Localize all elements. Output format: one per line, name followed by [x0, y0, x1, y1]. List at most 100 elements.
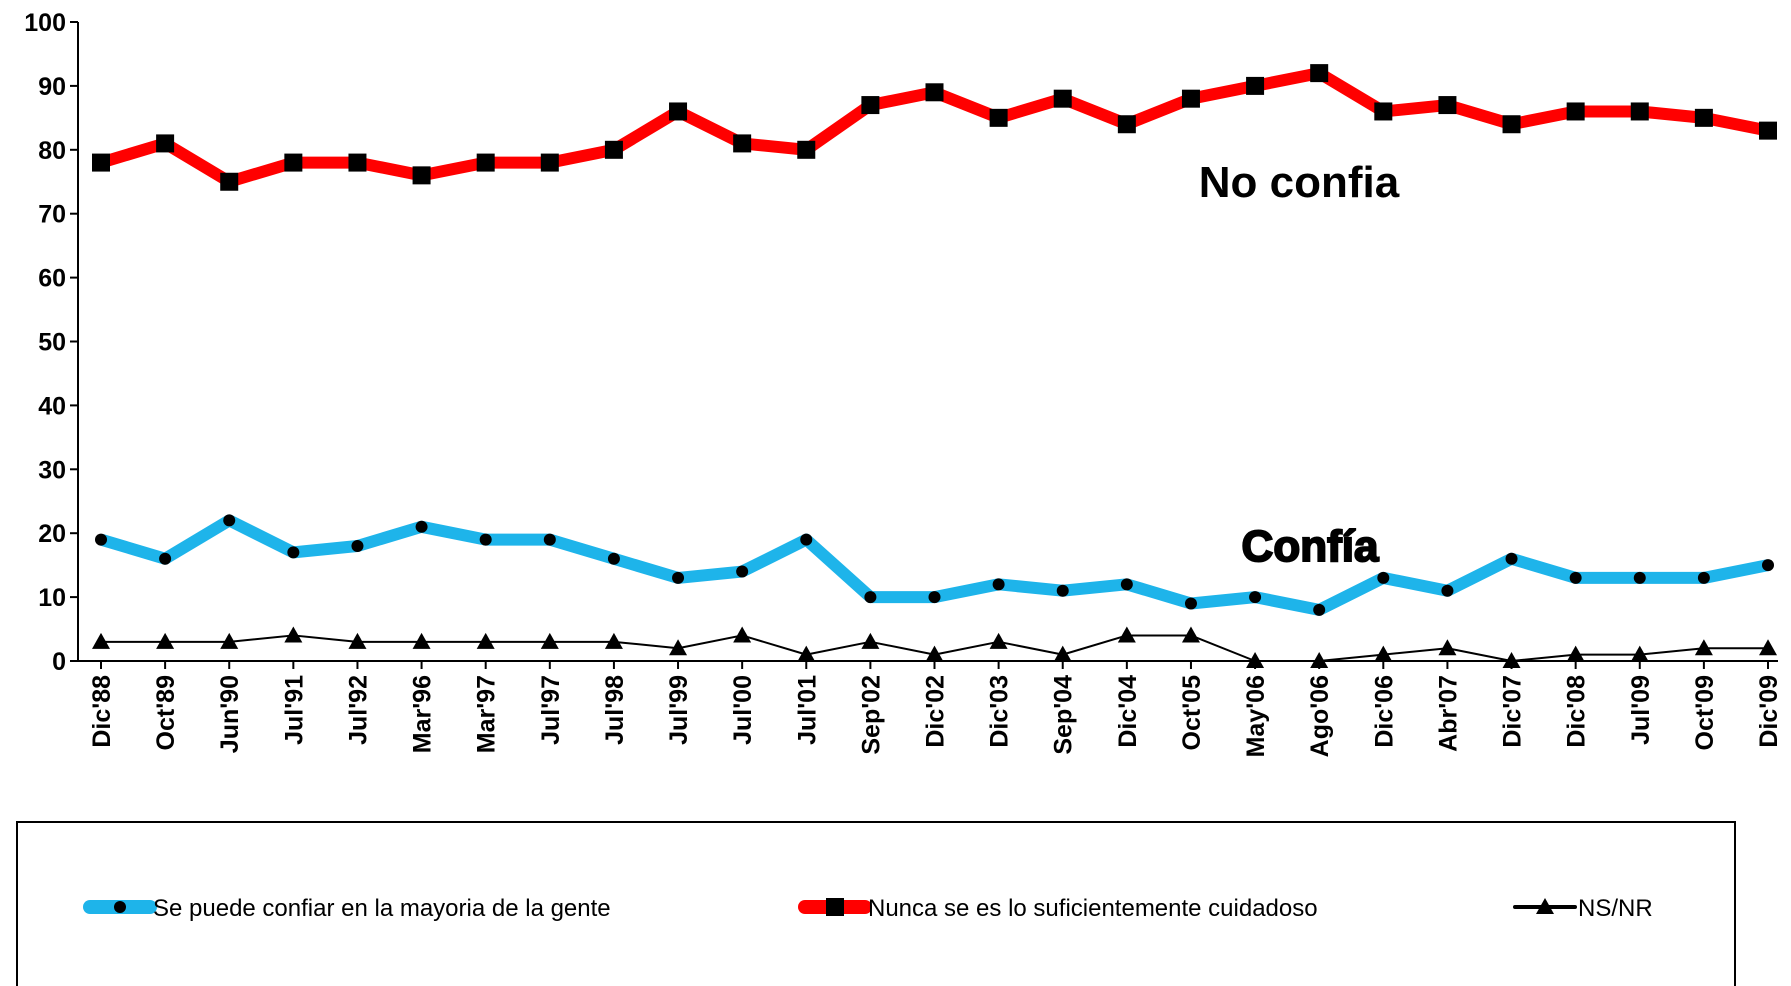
- x-tick-label: Jul'97: [537, 675, 565, 745]
- annotation: Confía: [1242, 522, 1379, 571]
- point: [156, 632, 175, 649]
- point: [1759, 121, 1777, 140]
- point: [1694, 639, 1713, 656]
- point: [1053, 645, 1072, 662]
- point: [1184, 597, 1197, 610]
- x-tick-label: Oct'09: [1691, 675, 1719, 750]
- point: [284, 626, 303, 643]
- point: [92, 632, 110, 649]
- x-tick-label: Dic'07: [1499, 675, 1527, 748]
- y-tick-label: 90: [38, 73, 66, 101]
- x-tick-label: Dic'08: [1563, 675, 1591, 748]
- point: [989, 108, 1008, 127]
- point: [861, 96, 880, 115]
- point: [1374, 102, 1393, 121]
- y-tick-label: 40: [38, 392, 66, 420]
- point: [925, 645, 944, 662]
- point: [928, 591, 941, 604]
- x-tick-label: Abr'07: [1434, 675, 1462, 752]
- x-tick-label: Ago'06: [1306, 675, 1334, 757]
- point: [1438, 96, 1457, 115]
- point: [1502, 115, 1521, 134]
- point: [348, 153, 367, 172]
- legend-label: Se puede confiar en la mayoria de la gen…: [153, 895, 611, 922]
- point: [607, 552, 620, 565]
- x-tick-label: Jul'01: [793, 675, 821, 745]
- point: [1313, 603, 1326, 616]
- point: [672, 571, 685, 584]
- y-tick-label: 10: [38, 584, 66, 612]
- annotation: No confia: [1199, 158, 1400, 207]
- point: [156, 134, 175, 153]
- point: [864, 591, 877, 604]
- point: [284, 153, 303, 172]
- point: [1566, 645, 1585, 662]
- x-tick-label: Dic'02: [922, 675, 950, 748]
- point: [543, 533, 556, 546]
- point: [540, 632, 559, 649]
- x-tick-label: Jul'99: [665, 675, 693, 745]
- point: [925, 83, 944, 102]
- point: [1181, 626, 1200, 643]
- point: [1056, 584, 1069, 597]
- point: [1374, 645, 1393, 662]
- point: [351, 539, 364, 552]
- point: [1310, 652, 1329, 668]
- x-tick-label: Dic'88: [88, 675, 116, 748]
- point: [1569, 571, 1582, 584]
- y-tick-label: 20: [38, 520, 66, 548]
- point: [1694, 108, 1713, 127]
- legend-label: NS/NR: [1578, 895, 1653, 922]
- x-tick-label: Mar'96: [409, 675, 437, 753]
- point: [1505, 552, 1518, 565]
- point: [1762, 559, 1774, 572]
- x-tick-label: Sep'04: [1050, 675, 1078, 755]
- point: [412, 632, 431, 649]
- point: [1246, 76, 1265, 95]
- point: [412, 166, 431, 185]
- y-tick-label: 60: [38, 265, 66, 293]
- point: [1249, 591, 1262, 604]
- point: [1438, 639, 1457, 656]
- point: [733, 626, 752, 643]
- point: [92, 153, 110, 172]
- x-tick-label: Jul'09: [1627, 675, 1655, 745]
- x-tick-label: Jul'00: [729, 675, 757, 745]
- point: [861, 632, 880, 649]
- point: [733, 134, 752, 153]
- point: [1630, 645, 1649, 662]
- point: [800, 533, 813, 546]
- point: [1117, 626, 1136, 643]
- point: [1759, 639, 1777, 656]
- point: [1117, 115, 1136, 134]
- point: [736, 565, 749, 578]
- x-tick-label: Jul'91: [280, 675, 308, 745]
- point: [476, 153, 495, 172]
- x-tick-label: Jul'92: [344, 675, 372, 745]
- point: [826, 898, 844, 916]
- y-tick-label: 100: [24, 9, 66, 37]
- point: [415, 520, 428, 533]
- x-tick-label: May'06: [1242, 675, 1270, 757]
- y-tick-label: 0: [52, 648, 66, 676]
- point: [1441, 584, 1454, 597]
- y-tick-label: 50: [38, 329, 66, 357]
- point: [540, 153, 559, 172]
- point: [1120, 578, 1133, 591]
- point: [1536, 898, 1554, 914]
- x-tick-label: Oct'89: [152, 675, 180, 750]
- point: [797, 645, 816, 662]
- legend-label: Nunca se es lo suficientemente cuidadoso: [868, 895, 1318, 922]
- point: [669, 102, 688, 121]
- x-tick-label: Dic'03: [986, 675, 1014, 748]
- x-tick-label: Dic'09: [1755, 675, 1783, 748]
- y-tick-label: 80: [38, 137, 66, 165]
- x-tick-label: Jun'90: [216, 675, 244, 753]
- point: [1502, 652, 1521, 668]
- point: [114, 901, 126, 913]
- point: [1633, 571, 1646, 584]
- point: [1310, 64, 1329, 83]
- x-tick-label: Dic'04: [1114, 675, 1142, 748]
- point: [476, 632, 495, 649]
